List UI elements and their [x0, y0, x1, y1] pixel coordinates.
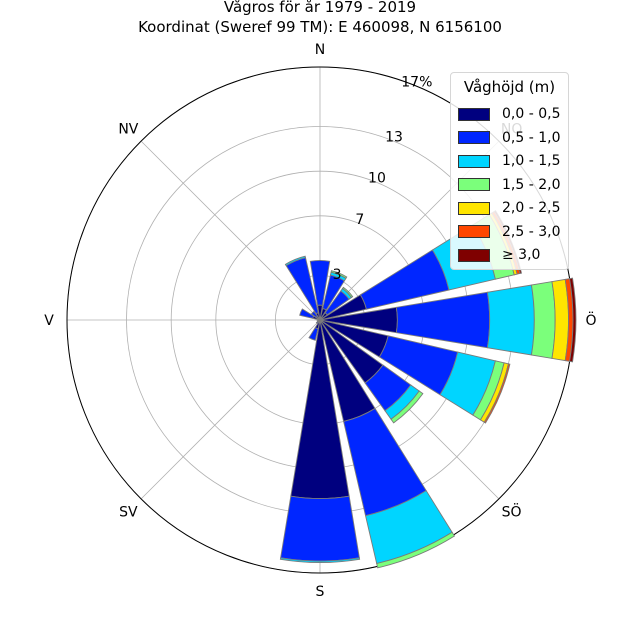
direction-label-V: V — [44, 313, 54, 329]
direction-label-Ö: Ö — [585, 311, 596, 329]
legend-item: 1,0 - 1,5 — [458, 152, 560, 170]
bar-segment-292.5-bin1 — [299, 308, 315, 319]
radial-tick-label: 3 — [333, 267, 342, 283]
radial-tick-label: 17% — [401, 74, 432, 90]
legend-item: 2,0 - 2,5 — [458, 199, 560, 217]
bar-segment-157.5-bin3 — [376, 531, 456, 569]
bar-segment-180-bin1 — [280, 495, 360, 562]
bar-segment-337.5-bin2 — [284, 255, 307, 267]
bar-segment-90-bin3 — [530, 281, 556, 359]
legend-label: 2,0 - 2,5 — [502, 200, 561, 216]
bar-segment-135-bin3 — [390, 390, 424, 424]
legend-label: 1,0 - 1,5 — [502, 153, 561, 169]
legend-swatch — [458, 178, 490, 191]
bar-segment-90-bin2 — [486, 284, 535, 356]
legend-swatch — [458, 107, 490, 121]
legend-item: 0,5 - 1,0 — [458, 129, 560, 147]
legend-swatch — [458, 201, 490, 215]
radial-tick-label: 13 — [385, 129, 403, 145]
legend-title: Våghöjd (m) — [463, 78, 556, 96]
legend-label: ≥ 3,0 — [502, 247, 541, 263]
legend-label: 2,5 - 3,0 — [502, 223, 561, 240]
bar-segment-90-bin6 — [569, 277, 577, 363]
bar-segment-90-bin1 — [395, 291, 491, 349]
bar-segment-22.5-bin3 — [330, 270, 348, 279]
radial-tick-label: 7 — [355, 212, 364, 228]
legend-swatch — [458, 154, 490, 168]
direction-label-SÖ: SÖ — [502, 503, 522, 521]
bar-segment-202.5-bin1 — [308, 326, 319, 341]
chart-subtitle: Koordinat (Sweref 99 TM): E 460098, N 61… — [138, 18, 502, 36]
grid-spoke — [140, 140, 321, 321]
direction-label-S: S — [316, 584, 325, 600]
legend-swatch — [458, 225, 490, 238]
legend-label: 1,5 - 2,0 — [502, 176, 561, 193]
direction-label-N: N — [315, 42, 325, 58]
radial-tick-label: 10 — [368, 171, 386, 187]
legend: Våghöjd (m) 0,0 - 0,5 0,5 - 1,0 1,0 - 1,5 1… — [450, 72, 569, 270]
direction-label-NV: NV — [118, 121, 138, 137]
direction-label-SV: SV — [119, 505, 138, 521]
legend-item: ≥ 3,0 — [458, 246, 540, 264]
bar-segment-112.5-bin5 — [483, 363, 511, 424]
legend-swatch — [458, 248, 490, 262]
bar-segment-180-bin2 — [279, 557, 361, 563]
legend-item: 0,0 - 0,5 — [458, 105, 560, 123]
grid-spoke — [140, 319, 321, 500]
legend-label: 0,0 - 0,5 — [502, 106, 561, 122]
bar-segment-0-bin1 — [309, 260, 331, 306]
legend-item: 2,5 - 3,0 — [458, 223, 560, 241]
legend-label: 0,5 - 1,0 — [502, 129, 561, 146]
legend-item: 1,5 - 2,0 — [458, 176, 560, 194]
legend-swatch — [458, 131, 490, 144]
bar-segment-45-bin3 — [341, 286, 354, 299]
chart-title: Vågros för år 1979 - 2019 — [223, 0, 417, 16]
